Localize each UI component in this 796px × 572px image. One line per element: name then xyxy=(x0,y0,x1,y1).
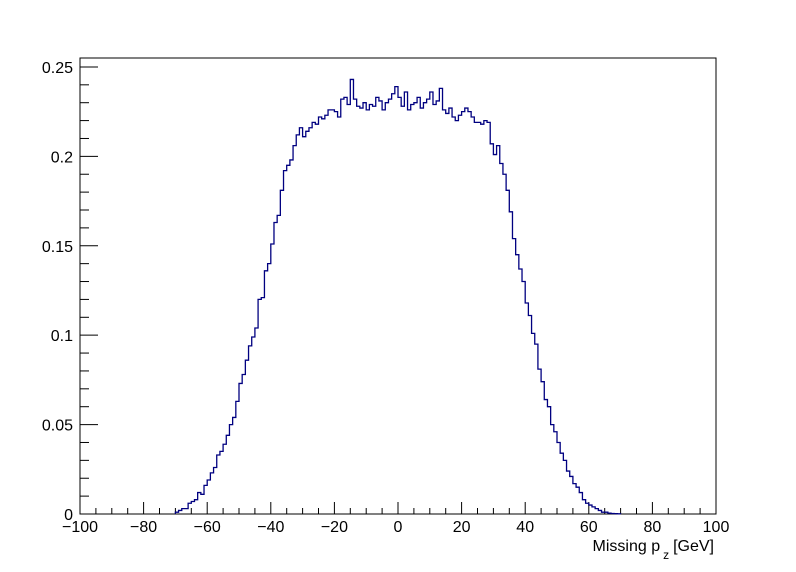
x-tick-label: −80 xyxy=(130,519,157,536)
x-tick-label: 80 xyxy=(644,519,662,536)
histogram-series xyxy=(174,78,622,515)
y-tick-label: 0.2 xyxy=(51,149,73,166)
x-tick-label: 40 xyxy=(516,519,534,536)
x-tick-label: −40 xyxy=(257,519,284,536)
x-axis-title: Missing p z [GeV] xyxy=(593,538,714,562)
x-axis-title-main: Missing p xyxy=(593,538,661,555)
y-tick-label: 0.15 xyxy=(42,239,73,256)
y-tick-label: 0 xyxy=(64,507,73,524)
x-axis: −100 −80 −60 −40 −20 0 20 40 60 80 100 xyxy=(62,502,729,536)
y-tick-label: 0.25 xyxy=(42,60,73,77)
x-tick-label: −60 xyxy=(194,519,221,536)
x-tick-label: 100 xyxy=(703,519,730,536)
x-tick-label: 0 xyxy=(394,519,403,536)
x-tick-label: 20 xyxy=(453,519,471,536)
x-tick-label: 60 xyxy=(580,519,598,536)
y-tick-label: 0.1 xyxy=(51,328,73,345)
x-tick-label: −100 xyxy=(62,519,98,536)
x-axis-title-subscript: z xyxy=(663,548,669,562)
x-tick-label: −20 xyxy=(321,519,348,536)
x-axis-title-unit: [GeV] xyxy=(673,538,714,555)
plot-frame xyxy=(79,57,717,515)
y-axis: 0 0.05 0.1 0.15 0.2 0.25 xyxy=(42,60,98,524)
y-tick-label: 0.05 xyxy=(42,418,73,435)
